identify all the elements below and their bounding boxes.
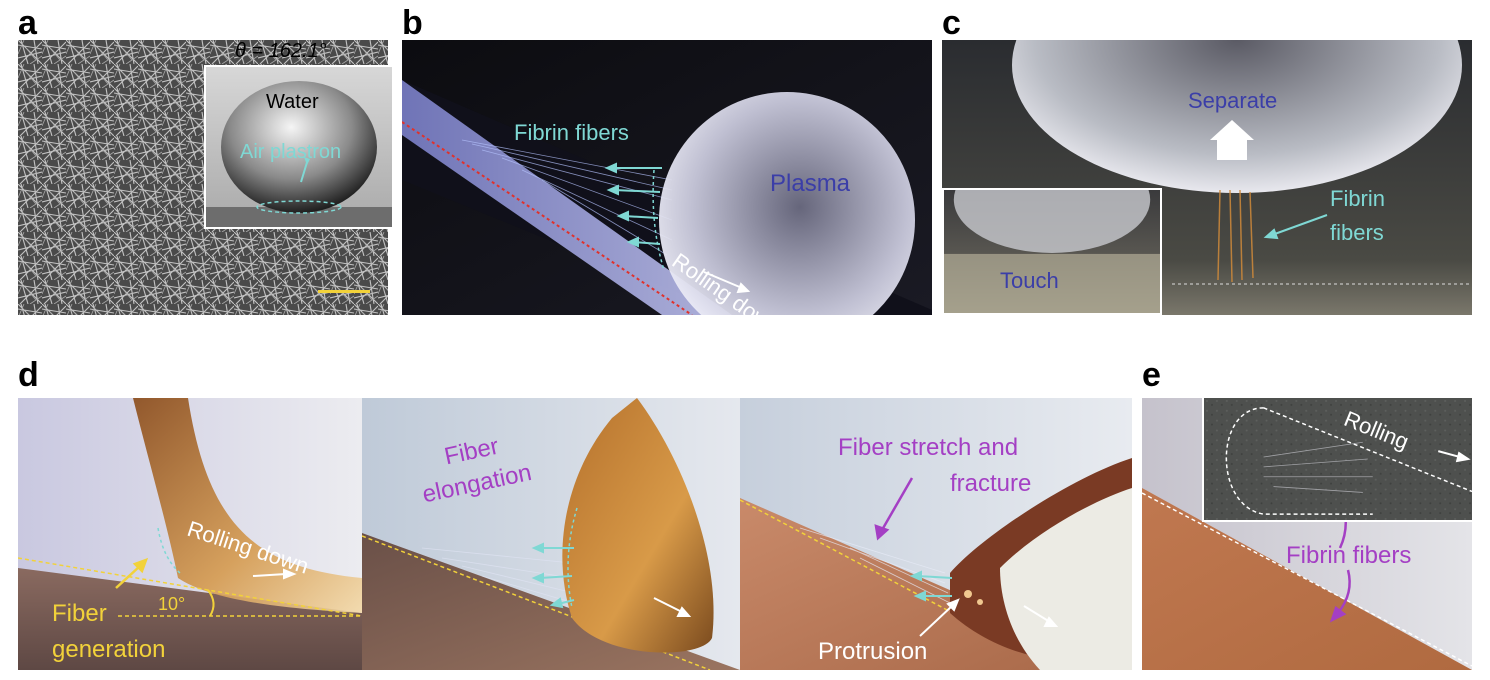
panel-letter-d: d (18, 356, 39, 394)
fiber-stretch-line1: Fiber stretch and (838, 434, 1019, 461)
panel-letter-a: a (18, 4, 37, 42)
scale-bar (318, 290, 370, 293)
fiber-generation-line2: generation (52, 636, 166, 663)
plasma-label: Plasma (770, 170, 851, 197)
panel-c-touch-inset: Touch (942, 188, 1162, 315)
panel-d2-image: Fiber elongation (362, 398, 740, 670)
contact-angle-label: θ = 162.1° (235, 40, 327, 62)
air-plastron-label: Air plastron (240, 141, 342, 163)
touch-label: Touch (1000, 268, 1059, 293)
fibrin-label-line1: Fibrin (1330, 186, 1386, 211)
protrusion-label: Protrusion (818, 638, 928, 665)
panel-d3-image: Fiber stretch and fracture Protrusion (740, 398, 1132, 670)
panel-b-image: Fibrin fibers Plasma Rolling down (402, 40, 932, 315)
fibrin-fibers-label: Fibrin fibers (514, 120, 629, 145)
panel-e-rolling-inset: Rolling (1202, 398, 1472, 522)
fiber-generation-line1: Fiber (52, 600, 107, 627)
e-fibrin-fibers-label: Fibrin fibers (1286, 542, 1412, 569)
panel-a-droplet-inset: Water Air plastron (204, 65, 394, 229)
fibrin-label-line2: fibers (1330, 220, 1384, 245)
panel-letter-e: e (1142, 356, 1161, 394)
water-label: Water (266, 91, 319, 113)
panel-letter-b: b (402, 4, 423, 42)
panel-letter-c: c (942, 4, 961, 42)
fiber-stretch-line2: fracture (950, 470, 1032, 497)
separate-label: Separate (1188, 88, 1278, 113)
panel-d1-image: Rolling down 10° Fiber generation (18, 398, 362, 670)
angle-10-label: 10° (158, 594, 186, 614)
